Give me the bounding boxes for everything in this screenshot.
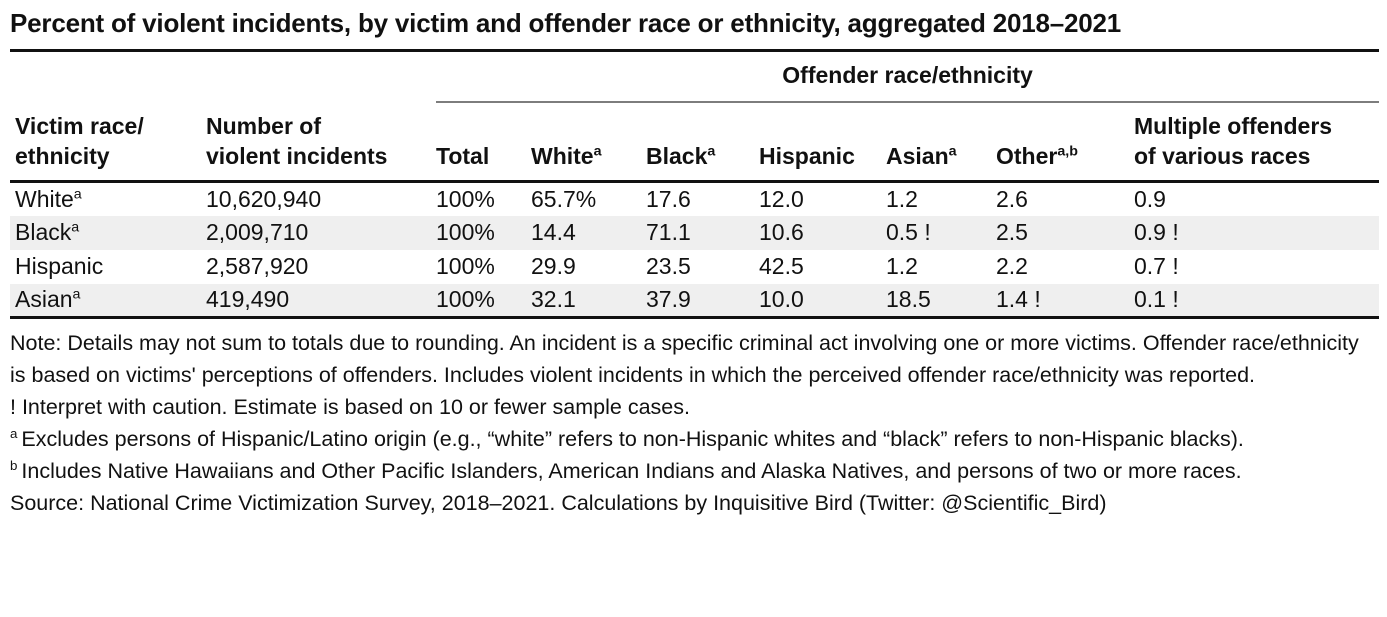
- note-general: Note: Details may not sum to totals due …: [10, 331, 1359, 387]
- cell-total: 100%: [436, 219, 495, 245]
- header-other-sup: a,b: [1057, 143, 1078, 160]
- cell-asian: 1.2: [886, 185, 918, 212]
- cell-victim: Asiana: [15, 286, 81, 313]
- header-black-sup: a: [707, 143, 716, 160]
- table-row-hispanic: Hispanic 2,587,920 100% 29.9 23.5 42.5 1…: [10, 250, 1379, 284]
- figure-title: Percent of violent incidents, by victim …: [10, 8, 1122, 38]
- cell-white: 29.9: [531, 253, 576, 279]
- footnote-b-marker: b: [10, 457, 18, 473]
- cell-other: 2.5: [996, 219, 1028, 245]
- cell-white: 65.7%: [531, 185, 597, 212]
- cell-hispanic: 10.6: [759, 219, 804, 245]
- cell-multiple: 0.9: [1134, 185, 1166, 212]
- cell-victim: Blacka: [15, 219, 80, 245]
- cell-multiple: 0.7 !: [1134, 253, 1179, 279]
- cell-incidents: 2,587,920: [206, 253, 309, 279]
- span-spacer: [10, 52, 436, 102]
- header-black: Blacka: [646, 102, 759, 183]
- cell-other: 2.2: [996, 253, 1028, 279]
- title-rule: [10, 49, 1379, 52]
- header-hispanic: Hispanic: [759, 102, 886, 183]
- header-asian-sup: a: [948, 143, 957, 160]
- cell-hispanic: 42.5: [759, 253, 804, 279]
- cell-hispanic: 10.0: [759, 286, 804, 313]
- cell-asian: 1.2: [886, 253, 918, 279]
- header-incidents: Number of violent incidents: [206, 102, 436, 183]
- offender-span-header: Offender race/ethnicity: [436, 52, 1380, 103]
- header-multiple-line2: of various races: [1134, 143, 1311, 169]
- cell-black: 37.9: [646, 286, 691, 313]
- cell-victim: Whitea: [15, 185, 82, 212]
- header-multiple-line1: Multiple offenders: [1134, 113, 1333, 139]
- header-multiple: Multiple offenders of various races: [1134, 102, 1380, 183]
- footnote-a-marker: a: [10, 425, 18, 441]
- cell-victim: Hispanic: [15, 253, 104, 279]
- footnote-a: a Excludes persons of Hispanic/Latino ori…: [10, 423, 1379, 455]
- header-victim: Victim race/ ethnicity: [10, 102, 206, 183]
- header-white-sup: a: [593, 143, 602, 160]
- cell-incidents: 419,490: [206, 286, 290, 313]
- cell-incidents: 2,009,710: [206, 219, 309, 245]
- cell-white: 14.4: [531, 219, 576, 245]
- header-total: Total: [436, 102, 531, 183]
- header-incidents-line2: violent incidents: [206, 143, 388, 169]
- data-table: Offender race/ethnicity Victim race/ eth…: [10, 52, 1380, 319]
- header-white: Whitea: [531, 102, 646, 183]
- cell-other: 1.4 !: [996, 286, 1041, 313]
- footnote-b: b Includes Native Hawaiians and Other Pac…: [10, 455, 1379, 487]
- cell-total: 100%: [436, 185, 495, 212]
- table-row-black: Blacka 2,009,710 100% 14.4 71.1 10.6 0.5…: [10, 215, 1380, 250]
- cell-black: 71.1: [646, 219, 691, 245]
- notes-section: Note: Details may not sum to totals due …: [10, 327, 1379, 519]
- note-caution: ! Interpret with caution. Estimate is ba…: [10, 395, 690, 419]
- table-row-asian: Asiana 419,490 100% 32.1 37.9 10.0 18.5 …: [10, 283, 1380, 318]
- cell-incidents: 10,620,940: [206, 185, 322, 212]
- header-other: Othera,b: [996, 102, 1134, 183]
- cell-total: 100%: [436, 253, 495, 279]
- cell-white: 32.1: [531, 286, 576, 313]
- header-incidents-line1: Number of: [206, 113, 321, 139]
- cell-multiple: 0.9 !: [1134, 219, 1179, 245]
- footnote-a-text: Excludes persons of Hispanic/Latino orig…: [21, 427, 1244, 451]
- cell-asian: 18.5: [886, 286, 931, 313]
- table-row-white: Whitea 10,620,940 100% 65.7% 17.6 12.0 1…: [10, 182, 1379, 216]
- cell-total: 100%: [436, 286, 495, 313]
- source-line: Source: National Crime Victimization Sur…: [10, 491, 1107, 515]
- header-victim-line1: Victim race/: [15, 113, 144, 139]
- footnote-b-text: Includes Native Hawaiians and Other Paci…: [21, 459, 1242, 483]
- header-victim-line2: ethnicity: [15, 143, 110, 169]
- cell-hispanic: 12.0: [759, 185, 804, 212]
- cell-asian: 0.5 !: [886, 219, 931, 245]
- cell-multiple: 0.1 !: [1134, 286, 1179, 313]
- cell-other: 2.6: [996, 185, 1028, 212]
- cell-black: 23.5: [646, 253, 691, 279]
- cell-black: 17.6: [646, 185, 691, 212]
- offender-span-row: Offender race/ethnicity: [10, 52, 1380, 103]
- column-header-row: Victim race/ ethnicity Number of violent…: [10, 102, 1380, 183]
- header-asian: Asiana: [886, 102, 996, 183]
